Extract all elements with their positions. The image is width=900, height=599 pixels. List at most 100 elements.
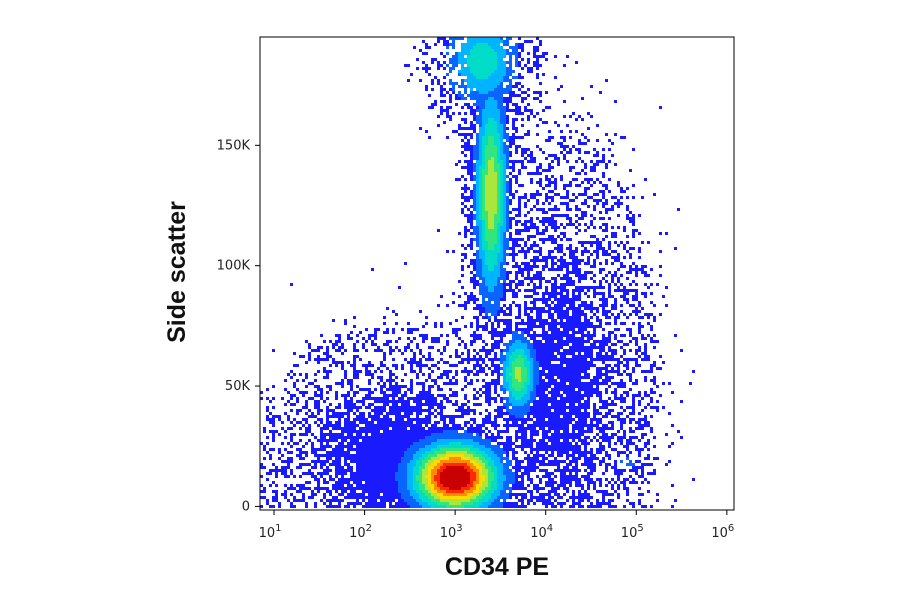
density-dot <box>407 412 410 415</box>
density-dot <box>470 292 473 295</box>
density-dot <box>584 136 587 139</box>
density-dot <box>500 268 503 271</box>
density-dot <box>536 343 539 346</box>
density-dot <box>584 199 587 202</box>
density-dot <box>473 283 476 286</box>
density-dot <box>425 46 428 49</box>
density-dot <box>623 391 626 394</box>
density-dot <box>383 415 386 418</box>
density-dot <box>527 343 530 346</box>
density-dot <box>536 373 539 376</box>
density-dot <box>332 346 335 349</box>
density-dot <box>494 58 497 61</box>
density-dot <box>341 382 344 385</box>
density-dot <box>458 85 461 88</box>
density-dot <box>473 298 476 301</box>
density-dot <box>476 37 479 40</box>
density-dot <box>569 271 572 274</box>
density-dot <box>617 259 620 262</box>
density-dot <box>452 292 455 295</box>
density-dot <box>449 388 452 391</box>
density-dot <box>392 328 395 331</box>
density-dot <box>503 169 506 172</box>
density-dot <box>674 247 677 250</box>
density-dot <box>470 169 473 172</box>
density-dot <box>353 358 356 361</box>
density-dot <box>530 409 533 412</box>
density-dot <box>485 271 488 274</box>
density-dot <box>476 214 479 217</box>
density-dot <box>521 124 524 127</box>
density-dot <box>428 355 431 358</box>
density-dot <box>500 172 503 175</box>
density-dot <box>575 379 578 382</box>
density-dot <box>536 421 539 424</box>
density-dot <box>272 415 275 418</box>
density-dot <box>455 409 458 412</box>
density-dot <box>488 295 491 298</box>
density-dot <box>572 373 575 376</box>
density-dot <box>485 397 488 400</box>
density-dot <box>614 100 617 103</box>
density-dot <box>476 169 479 172</box>
density-dot <box>434 340 437 343</box>
density-dot <box>563 316 566 319</box>
density-dot <box>545 394 548 397</box>
density-dot <box>590 388 593 391</box>
density-dot <box>572 250 575 253</box>
density-dot <box>503 253 506 256</box>
density-dot <box>614 388 617 391</box>
density-dot <box>440 409 443 412</box>
density-dot <box>371 415 374 418</box>
density-dot <box>644 349 647 352</box>
density-dot <box>380 385 383 388</box>
density-dot <box>506 85 509 88</box>
density-dot <box>494 40 497 43</box>
density-dot <box>644 313 647 316</box>
density-dot <box>584 352 587 355</box>
density-dot <box>551 268 554 271</box>
density-dot <box>485 70 488 73</box>
density-dot <box>389 349 392 352</box>
density-dot <box>575 259 578 262</box>
density-dot <box>593 205 596 208</box>
density-dot <box>545 229 548 232</box>
density-dot <box>524 379 527 382</box>
density-dot <box>500 361 503 364</box>
density-dot <box>296 379 299 382</box>
density-dot <box>347 418 350 421</box>
density-dot <box>527 382 530 385</box>
density-dot <box>488 391 491 394</box>
density-dot <box>560 343 563 346</box>
density-dot <box>419 391 422 394</box>
density-dot <box>632 232 635 235</box>
density-dot <box>470 85 473 88</box>
density-dot <box>599 343 602 346</box>
density-dot <box>593 358 596 361</box>
density-dot <box>290 421 293 424</box>
density-dot <box>584 325 587 328</box>
density-dot <box>518 364 521 367</box>
density-dot <box>353 373 356 376</box>
density-dot <box>542 346 545 349</box>
density-dot <box>533 343 536 346</box>
density-dot <box>581 286 584 289</box>
density-dot <box>605 262 608 265</box>
density-dot <box>344 370 347 373</box>
density-dot <box>494 130 497 133</box>
density-dot <box>491 37 494 40</box>
density-dot <box>500 238 503 241</box>
density-dot <box>374 343 377 346</box>
density-dot <box>458 415 461 418</box>
density-dot <box>530 361 533 364</box>
density-dot <box>581 328 584 331</box>
density-dot <box>533 265 536 268</box>
density-dot <box>584 391 587 394</box>
density-dot <box>446 340 449 343</box>
density-dot <box>551 319 554 322</box>
density-dot <box>452 403 455 406</box>
density-dot <box>518 136 521 139</box>
density-dot <box>461 97 464 100</box>
density-dot <box>497 169 500 172</box>
density-dot <box>494 118 497 121</box>
